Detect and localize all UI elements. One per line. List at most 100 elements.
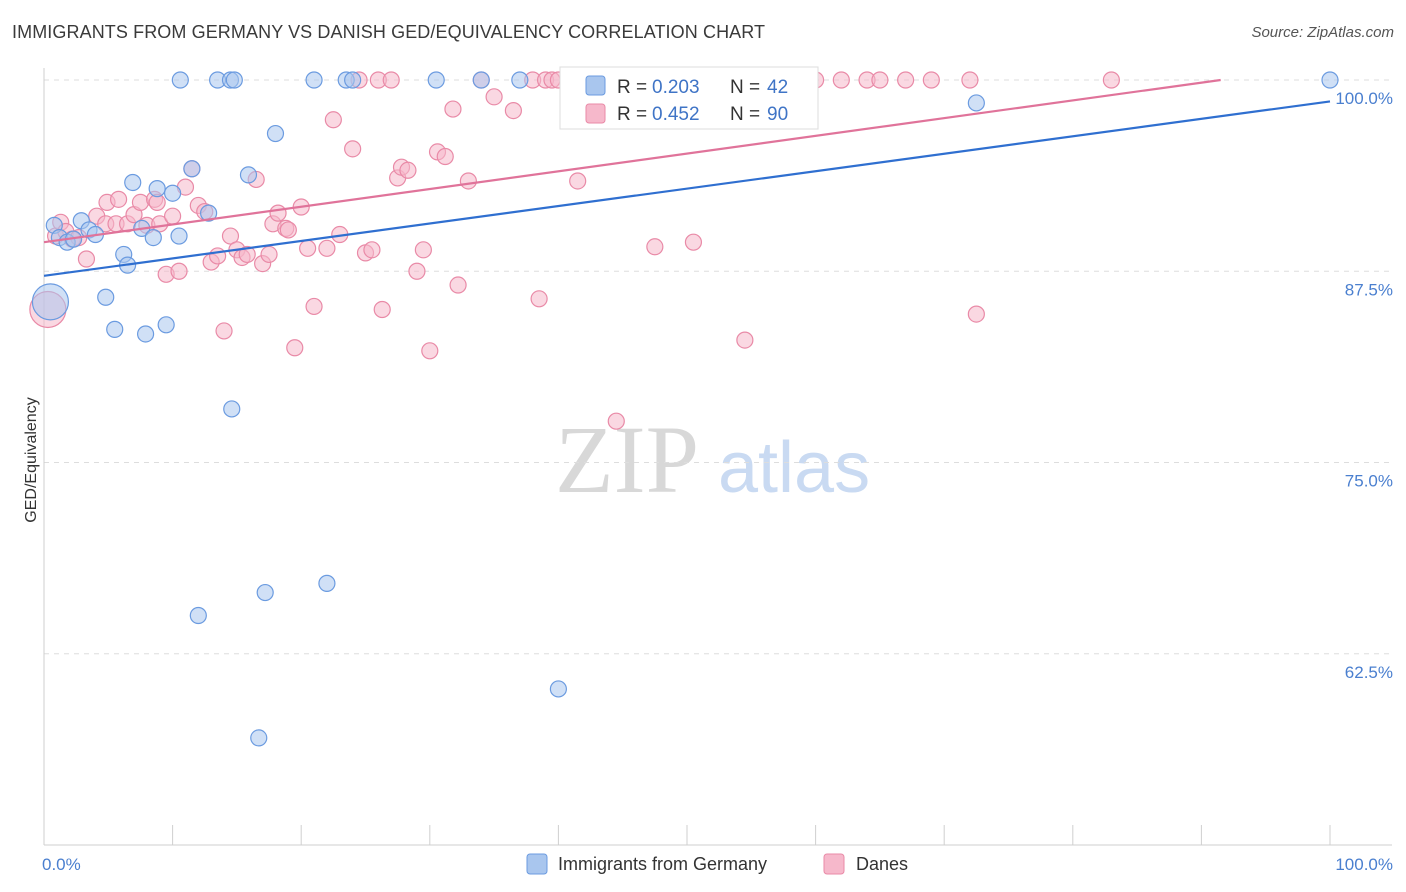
danes-point: [299, 239, 317, 257]
y-tick-label: 100.0%: [1335, 89, 1393, 108]
danes-point: [209, 247, 227, 265]
y-tick-label: 87.5%: [1345, 280, 1393, 299]
germany-point: [183, 160, 201, 178]
danes-point: [607, 412, 625, 430]
danes-point: [318, 239, 336, 257]
danes-point: [344, 140, 362, 158]
germany-point: [256, 583, 274, 602]
danes-point: [414, 241, 432, 259]
bottom-legend-label-danes: Danes: [856, 854, 908, 874]
y-axis-label: GED/Equivalency: [23, 397, 40, 522]
gridlines: [44, 79, 1392, 655]
legend-n-label-1: N =: [730, 77, 760, 98]
danes-point: [408, 262, 426, 280]
germany-point: [144, 228, 162, 247]
danes-point: [504, 101, 522, 120]
danes-point: [363, 241, 381, 259]
danes-point: [269, 204, 287, 222]
germany-point: [549, 680, 568, 698]
danes-point: [922, 71, 940, 89]
danes-point: [459, 172, 477, 190]
x-tick-label-min: 0.0%: [42, 855, 81, 874]
danes-point: [736, 331, 754, 349]
legend-r-label-1: R =: [617, 77, 647, 98]
germany-point: [967, 94, 985, 112]
danes-point: [449, 276, 467, 294]
danes-point: [399, 161, 417, 179]
germany-point: [148, 180, 166, 198]
legend-swatch-pink: [585, 103, 606, 124]
series-legend: Immigrants from Germany Danes: [526, 853, 908, 875]
danes-point: [77, 250, 96, 268]
germany-points: [31, 71, 1339, 747]
danes-point: [444, 100, 462, 118]
danes-point: [421, 342, 439, 360]
legend-r-label-2: R =: [617, 104, 647, 125]
germany-point: [189, 606, 207, 625]
legend-r-value-1: 0.203: [652, 77, 700, 98]
germany-point: [157, 316, 175, 334]
danes-point: [871, 71, 889, 89]
stats-legend: R = 0.203 N = 42 R = 0.452 N = 90: [559, 66, 819, 130]
germany-trend-line: [43, 100, 1331, 277]
germany-point: [171, 71, 189, 89]
axes: [43, 68, 1392, 846]
danes-trend-line: [43, 78, 1221, 244]
bottom-legend-swatch-blue: [526, 853, 548, 875]
danes-point: [238, 245, 256, 264]
danes-point: [1102, 71, 1120, 89]
x-tick-label-max: 100.0%: [1335, 855, 1393, 874]
danes-point: [436, 147, 454, 166]
germany-point: [511, 71, 529, 89]
danes-point: [260, 245, 278, 264]
bottom-legend-label-germany: Immigrants from Germany: [558, 854, 767, 874]
germany-point: [164, 184, 182, 202]
germany-point: [427, 71, 445, 89]
legend-n-value-1: 42: [767, 77, 788, 98]
danes-point: [109, 190, 128, 208]
germany-point: [1321, 71, 1339, 89]
danes-point: [961, 71, 979, 89]
germany-point: [223, 400, 241, 418]
danes-point: [530, 290, 548, 308]
watermark-atlas: atlas: [718, 428, 870, 508]
germany-point: [31, 283, 70, 321]
source-credit: Source: ZipAtlas.com: [1251, 24, 1394, 41]
germany-point: [266, 124, 285, 143]
germany-point: [239, 166, 258, 184]
chart-title: IMMIGRANTS FROM GERMANY VS DANISH GED/EQ…: [12, 22, 766, 42]
bottom-legend-swatch-pink: [823, 853, 845, 875]
danes-point: [164, 207, 182, 225]
y-tick-labels: 100.0% 87.5% 75.0% 62.5%: [1335, 89, 1393, 682]
danes-point: [305, 297, 323, 316]
danes-point: [684, 233, 703, 251]
germany-point: [136, 325, 155, 343]
legend-swatch-blue: [585, 75, 606, 96]
watermark-zip: ZIP: [555, 406, 699, 513]
danes-point: [485, 88, 503, 106]
legend-n-value-2: 90: [767, 104, 788, 125]
germany-point: [225, 71, 243, 89]
danes-point: [279, 221, 297, 239]
legend-r-value-2: 0.452: [652, 104, 700, 125]
germany-point: [97, 288, 115, 306]
germany-point: [200, 204, 218, 222]
danes-point: [131, 193, 150, 211]
danes-point: [382, 71, 400, 89]
danes-point: [646, 238, 664, 256]
danes-point: [373, 300, 391, 319]
germany-point: [472, 71, 490, 89]
y-tick-label: 75.0%: [1345, 472, 1393, 491]
germany-point: [106, 320, 124, 338]
danes-point: [170, 262, 188, 280]
trend-lines: [43, 78, 1331, 277]
germany-point: [250, 729, 268, 747]
danes-point: [286, 339, 304, 357]
danes-point: [967, 305, 985, 323]
germany-point: [344, 71, 362, 89]
danes-point: [832, 71, 850, 89]
y-tick-label: 62.5%: [1345, 663, 1393, 682]
germany-point: [305, 71, 323, 89]
danes-point: [324, 111, 342, 129]
